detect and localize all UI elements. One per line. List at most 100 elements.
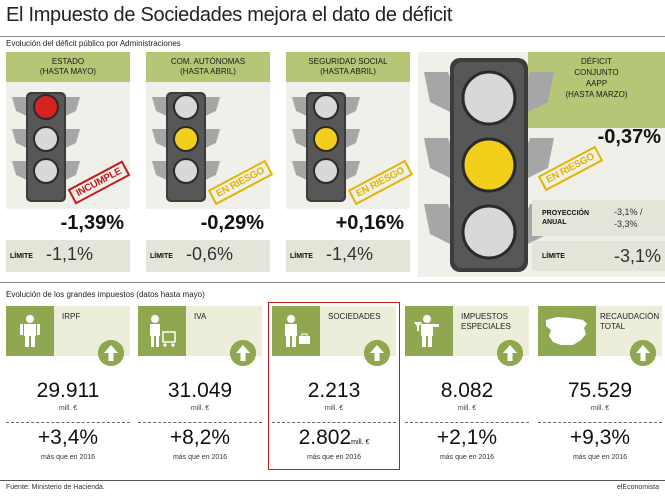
section-divider	[0, 282, 665, 283]
admin-limit-value: -0,6%	[186, 244, 234, 264]
tax-mas: más que en 2016	[40, 454, 96, 461]
tax-divider	[272, 422, 396, 423]
tax-label: IVA	[194, 312, 206, 322]
admin-label-1: COM. AUTÓNOMAS	[170, 57, 246, 66]
tax-panel-1: IVA 31.049 mill. € +8,2% más que en 2016	[138, 306, 262, 474]
tax-pct-unit: mill. €	[351, 439, 370, 446]
tax-pct: +2,1%	[405, 426, 529, 450]
tax-label: IRPF	[62, 312, 80, 322]
tax-pct-value: +8,2%	[169, 426, 231, 449]
conjunto-limit-label: LÍMITE	[542, 253, 565, 260]
proyeccion-value-1: -3,1% /	[614, 207, 643, 217]
tax-mas: más que en 2016	[172, 454, 228, 461]
proyeccion-label-1: PROYECCIÓN	[542, 210, 590, 217]
admin-panel-2: SEGURIDAD SOCIAL (HASTA ABRIL) EN RIESGO…	[286, 52, 414, 276]
admin-label-2: (HASTA ABRIL)	[180, 67, 236, 76]
tax-value: 29.911	[36, 379, 100, 402]
arrow-up-icon	[630, 340, 656, 366]
tax-mas: más que en 2016	[306, 454, 362, 461]
conjunto-header: DÉFICIT CONJUNTO AAPP (HASTA MARZO)	[528, 52, 665, 128]
conjunto-label-3: AAPP	[585, 79, 608, 88]
title-divider	[0, 36, 665, 37]
tax-unit: mill. €	[190, 405, 210, 412]
tax-pct: +8,2%	[138, 426, 262, 450]
admin-limit-box	[286, 240, 410, 272]
admin-limit-value: -1,1%	[46, 244, 94, 264]
shopping-cart-icon	[138, 306, 186, 356]
admin-limit-value: -1,4%	[326, 244, 374, 264]
tax-pct: +3,4%	[6, 426, 130, 450]
active-light	[173, 126, 199, 152]
tax-panel-4: RECAUDACIÓN TOTAL 75.529 mill. € +9,3% m…	[538, 306, 662, 474]
arrow-up-icon	[230, 340, 256, 366]
admin-value: -1,39%	[60, 212, 124, 234]
proyeccion-label-2: ANUAL	[542, 219, 567, 226]
tax-value: 8.082	[440, 379, 494, 402]
tax-panel-3: IMPUESTOS ESPECIALES 8.082 mill. € +2,1%…	[405, 306, 529, 474]
admin-label-1: ESTADO	[51, 57, 85, 66]
footer-brand: elEconomista	[616, 484, 659, 491]
tax-divider	[405, 422, 529, 423]
admin-limit-box	[146, 240, 270, 272]
drink-icon	[405, 306, 453, 356]
admin-label-2: (HASTA ABRIL)	[320, 67, 376, 76]
conjunto-label-4: (HASTA MARZO)	[565, 90, 628, 99]
tax-value: 75.529	[567, 379, 633, 402]
footer-divider	[0, 480, 665, 481]
tax-label: RECAUDACIÓN TOTAL	[600, 312, 659, 332]
tax-pct-value: +3,4%	[37, 426, 99, 449]
admin-traffic-light	[292, 92, 360, 202]
tax-label-2: TOTAL	[600, 322, 626, 331]
admin-label-1: SEGURIDAD SOCIAL	[308, 57, 388, 66]
admin-limit-label: LÍMITE	[150, 253, 173, 260]
active-light	[313, 126, 339, 152]
tax-divider	[6, 422, 130, 423]
tax-pct-value: +2,1%	[436, 426, 498, 449]
conjunto-limit-value: -3,1%	[614, 246, 662, 266]
conjunto-value: -0,37%	[597, 126, 661, 148]
conjunto-label-2: CONJUNTO	[574, 68, 619, 77]
footer-source: Fuente: Ministerio de Hacienda.	[6, 484, 105, 491]
conjunto-panel: DÉFICIT CONJUNTO AAPP (HASTA MARZO) EN R…	[418, 52, 665, 277]
tax-unit: mill. €	[457, 405, 477, 412]
section2-title: Evolución de los grandes impuestos (dato…	[6, 290, 205, 299]
conjunto-label-1: DÉFICIT	[580, 57, 613, 66]
tax-panel-0: IRPF 29.911 mill. € +3,4% más que en 201…	[6, 306, 130, 474]
spain-map-icon	[538, 306, 596, 356]
tax-mas: más que en 2016	[572, 454, 628, 461]
tax-mas: más que en 2016	[439, 454, 495, 461]
tax-label-1: SOCIEDADES	[328, 312, 381, 321]
admin-label-2: (HASTA MAYO)	[39, 67, 97, 76]
briefcase-icon	[272, 306, 320, 356]
tax-label-1: RECAUDACIÓN	[600, 312, 660, 321]
tax-label-2: ESPECIALES	[461, 322, 511, 331]
admin-panel-1: COM. AUTÓNOMAS (HASTA ABRIL) EN RIESGO -…	[146, 52, 274, 276]
admin-value: -0,29%	[200, 212, 264, 234]
arrow-up-icon	[497, 340, 523, 366]
person-icon	[6, 306, 54, 356]
arrow-up-icon	[364, 340, 390, 366]
admin-limit-label: LÍMITE	[10, 253, 33, 260]
arrow-up-icon	[98, 340, 124, 366]
tax-pct-value: 2.802	[298, 426, 352, 449]
admin-value: +0,16%	[335, 212, 404, 234]
admin-limit-label: LÍMITE	[290, 253, 313, 260]
active-light	[33, 94, 59, 120]
tax-divider	[138, 422, 262, 423]
tax-unit: mill. €	[590, 405, 610, 412]
admin-header: SEGURIDAD SOCIAL (HASTA ABRIL)	[286, 52, 410, 82]
tax-pct: 2.802mill. €	[272, 426, 396, 450]
conjunto-traffic-light	[424, 58, 554, 272]
tax-pct-value: +9,3%	[569, 426, 631, 449]
tax-panel-2: SOCIEDADES 2.213 mill. € 2.802mill. € má…	[268, 302, 400, 474]
admin-header: COM. AUTÓNOMAS (HASTA ABRIL)	[146, 52, 270, 82]
proyeccion-box	[532, 200, 665, 236]
tax-unit: mill. €	[58, 405, 78, 412]
subtitle: Evolución del déficit público por Admini…	[6, 39, 181, 48]
tax-label-1: IVA	[194, 312, 207, 321]
proyeccion-value-2: -3,3%	[614, 219, 638, 229]
highlight-frame	[268, 302, 400, 470]
page-title: El Impuesto de Sociedades mejora el dato…	[6, 4, 453, 26]
tax-divider	[538, 422, 662, 423]
tax-label-1: IRPF	[62, 312, 81, 321]
